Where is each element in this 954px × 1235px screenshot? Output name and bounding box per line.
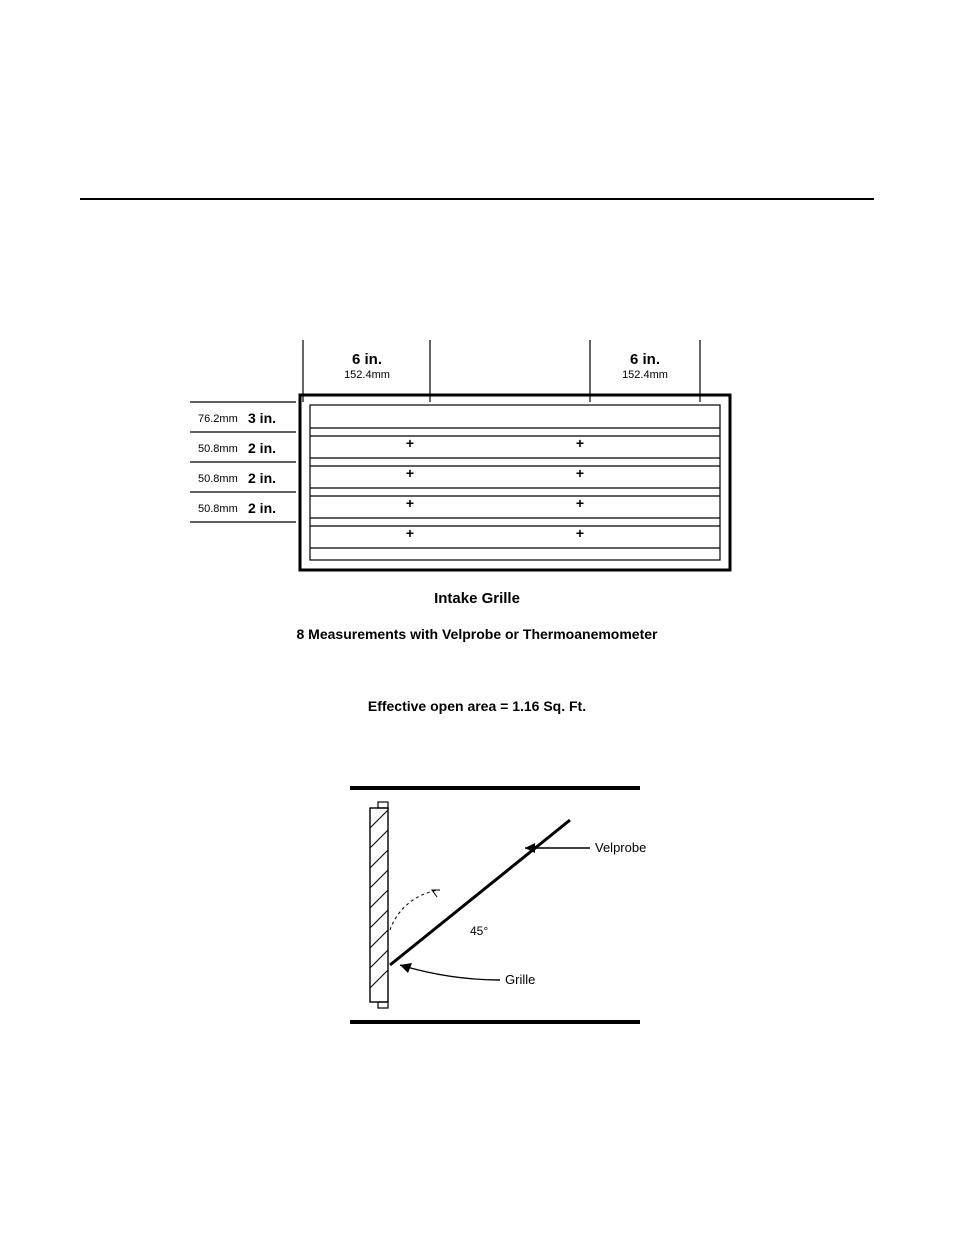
side-mm-0: 76.2mm: [198, 413, 238, 425]
side-dimensions: 76.2mm 3 in. 50.8mm 2 in. 50.8mm 2 in. 5…: [190, 402, 296, 522]
grille-label: Grille: [505, 972, 535, 987]
svg-text:+: +: [406, 465, 414, 481]
velprobe-line: [390, 820, 570, 965]
side-in-2: 2 in.: [248, 470, 276, 486]
velprobe-figure: 45° Velprobe Grille: [340, 780, 680, 1030]
top-dimension-left: 6 in. 152.4mm: [303, 340, 430, 402]
top-dimension-right: 6 in. 152.4mm: [590, 340, 700, 402]
grille-callout: Grille: [400, 963, 535, 987]
dim-right-mm: 152.4mm: [622, 369, 668, 381]
side-mm-2: 50.8mm: [198, 473, 238, 485]
angle-arrowhead: [432, 890, 440, 897]
side-in-0: 3 in.: [248, 410, 276, 426]
side-mm-3: 50.8mm: [198, 503, 238, 515]
intake-grille-figure: 6 in. 152.4mm 6 in. 152.4mm 76.2mm 3 in.…: [170, 330, 750, 580]
side-in-1: 2 in.: [248, 440, 276, 456]
svg-text:+: +: [406, 525, 414, 541]
svg-text:+: +: [576, 465, 584, 481]
dim-left-in: 6 in.: [352, 351, 382, 368]
grille-outer-box: [300, 395, 730, 570]
side-mm-1: 50.8mm: [198, 443, 238, 455]
page: 6 in. 152.4mm 6 in. 152.4mm 76.2mm 3 in.…: [0, 0, 954, 1235]
svg-text:+: +: [576, 435, 584, 451]
dim-left-mm: 152.4mm: [344, 369, 390, 381]
angle-label: 45°: [470, 924, 488, 938]
caption-measurements: 8 Measurements with Velprobe or Thermoan…: [0, 626, 954, 642]
svg-text:+: +: [576, 495, 584, 511]
side-in-3: 2 in.: [248, 500, 276, 516]
grille-slats: [310, 428, 720, 548]
caption-area: Effective open area = 1.16 Sq. Ft.: [0, 698, 954, 714]
svg-text:+: +: [406, 435, 414, 451]
grille-diagram: + + + + + + + +: [300, 395, 730, 570]
svg-text:+: +: [576, 525, 584, 541]
grille-side-view: [370, 802, 388, 1008]
caption-grille: Intake Grille: [0, 590, 954, 607]
angle-arc: [390, 890, 440, 930]
dim-right-in: 6 in.: [630, 351, 660, 368]
velprobe-label: Velprobe: [595, 840, 646, 855]
horizontal-rule: [80, 198, 874, 200]
svg-text:+: +: [406, 495, 414, 511]
